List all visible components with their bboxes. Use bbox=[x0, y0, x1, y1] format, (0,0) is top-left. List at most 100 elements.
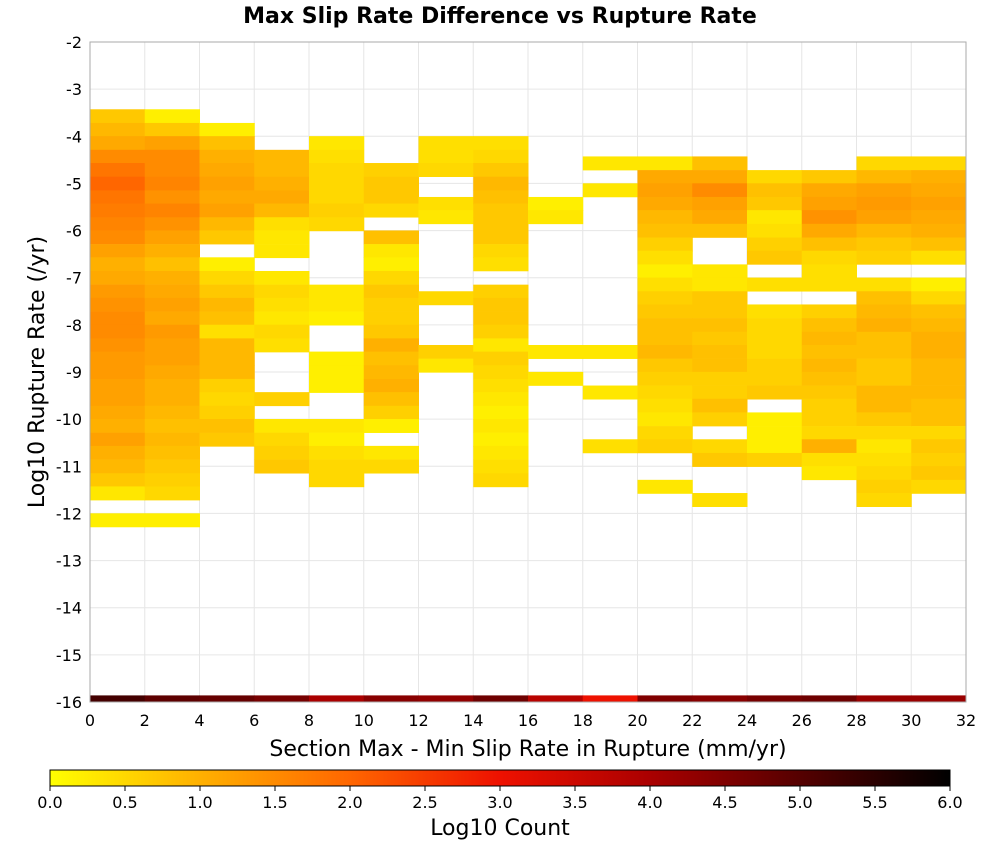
heatmap-cell bbox=[144, 419, 200, 433]
y-axis-label: Log10 Rupture Rate (/yr) bbox=[25, 236, 50, 508]
heatmap-cell bbox=[911, 479, 967, 494]
heatmap-cell bbox=[692, 196, 748, 211]
heatmap-cell bbox=[254, 284, 310, 299]
heatmap-cell bbox=[90, 513, 146, 528]
heatmap-cell bbox=[637, 695, 693, 703]
heatmap-cell bbox=[911, 331, 967, 346]
heatmap-cell bbox=[911, 412, 967, 427]
heatmap-cell bbox=[363, 378, 419, 393]
heatmap-cell bbox=[363, 338, 419, 353]
heatmap-cell bbox=[144, 203, 200, 218]
heatmap-cell bbox=[473, 365, 529, 380]
heatmap-cell bbox=[144, 351, 200, 366]
heatmap-cell bbox=[144, 217, 200, 232]
heatmap-cell bbox=[692, 318, 748, 333]
colorbar-tick-label: 1.0 bbox=[187, 793, 212, 812]
heatmap-cell bbox=[309, 297, 365, 312]
heatmap-cell bbox=[528, 210, 584, 225]
heatmap-cell bbox=[747, 452, 803, 467]
heatmap-cell bbox=[856, 237, 912, 252]
heatmap-cell bbox=[144, 365, 200, 380]
heatmap-cell bbox=[747, 277, 803, 292]
colorbar-tick-label: 5.0 bbox=[787, 793, 812, 812]
heatmap-cell bbox=[309, 419, 365, 433]
heatmap-cell bbox=[199, 163, 255, 177]
heatmap-cell bbox=[692, 331, 748, 346]
heatmap-cell bbox=[90, 284, 146, 299]
heatmap-cell bbox=[856, 358, 912, 373]
x-tick-label: 28 bbox=[846, 711, 866, 730]
y-tick-label: -13 bbox=[56, 552, 82, 571]
heatmap-cell bbox=[90, 486, 146, 501]
heatmap-cell bbox=[637, 371, 693, 386]
heatmap-cell bbox=[637, 398, 693, 413]
heatmap-cell bbox=[418, 695, 474, 703]
heatmap-cell bbox=[254, 445, 310, 460]
heatmap-cell bbox=[692, 304, 748, 319]
heatmap-cell bbox=[637, 318, 693, 333]
heatmap-cell bbox=[90, 122, 146, 137]
heatmap-cell bbox=[856, 439, 912, 454]
heatmap-cell bbox=[911, 196, 967, 211]
heatmap-cell bbox=[637, 210, 693, 225]
heatmap-cell bbox=[747, 170, 803, 185]
colorbar-tick-label: 5.5 bbox=[862, 793, 887, 812]
heatmap-cell bbox=[309, 190, 365, 205]
heatmap-cell bbox=[911, 156, 967, 171]
heatmap-cell bbox=[582, 156, 638, 171]
heatmap-cell bbox=[90, 149, 146, 164]
heatmap-cell bbox=[747, 237, 803, 252]
heatmap-cell bbox=[856, 196, 912, 211]
heatmap-cell bbox=[254, 392, 310, 407]
x-tick-label: 24 bbox=[737, 711, 757, 730]
heatmap-cell bbox=[856, 183, 912, 198]
y-tick-label: -7 bbox=[66, 269, 82, 288]
heatmap-cell bbox=[90, 695, 146, 703]
heatmap-cell bbox=[856, 695, 912, 703]
heatmap-cell bbox=[144, 176, 200, 191]
heatmap-cell bbox=[144, 324, 200, 339]
x-tick-label: 26 bbox=[792, 711, 812, 730]
heatmap-cell bbox=[637, 264, 693, 279]
x-tick-label: 22 bbox=[682, 711, 702, 730]
heatmap-cell bbox=[801, 331, 857, 346]
heatmap-cell bbox=[911, 210, 967, 225]
heatmap-cell bbox=[528, 695, 584, 703]
heatmap-cell bbox=[90, 324, 146, 339]
heatmap-cell bbox=[144, 378, 200, 393]
heatmap-cell bbox=[911, 398, 967, 413]
heatmap-cell bbox=[747, 250, 803, 265]
heatmap-cell bbox=[692, 210, 748, 225]
heatmap-cell bbox=[363, 445, 419, 460]
heatmap-cell bbox=[90, 176, 146, 191]
heatmap-cell bbox=[309, 284, 365, 299]
heatmap-cell bbox=[582, 439, 638, 454]
y-tick-label: -10 bbox=[56, 410, 82, 429]
heatmap-cell bbox=[473, 695, 529, 703]
heatmap-cell bbox=[90, 311, 146, 326]
heatmap-cell bbox=[144, 297, 200, 312]
heatmap-cell bbox=[692, 452, 748, 467]
heatmap-cell bbox=[473, 297, 529, 312]
heatmap-cell bbox=[747, 318, 803, 333]
colorbar-tick-label: 4.0 bbox=[637, 793, 662, 812]
y-tick-label: -14 bbox=[56, 599, 82, 618]
heatmap-cell bbox=[473, 432, 529, 447]
heatmap-cell bbox=[692, 398, 748, 413]
heatmap-cell bbox=[144, 136, 200, 151]
heatmap-cell bbox=[309, 311, 365, 326]
heatmap-cell bbox=[144, 270, 200, 285]
x-tick-label: 0 bbox=[85, 711, 95, 730]
heatmap-cell bbox=[911, 358, 967, 373]
heatmap-cell bbox=[199, 351, 255, 366]
heatmap-cell bbox=[309, 473, 365, 488]
heatmap-cell bbox=[90, 338, 146, 353]
heatmap-cell bbox=[90, 244, 146, 259]
heatmap-cell bbox=[363, 419, 419, 433]
heatmap-cell bbox=[473, 163, 529, 177]
heatmap-cell bbox=[309, 432, 365, 447]
heatmap-cell bbox=[801, 237, 857, 252]
heatmap-cell bbox=[90, 190, 146, 205]
y-tick-label: -9 bbox=[66, 363, 82, 382]
